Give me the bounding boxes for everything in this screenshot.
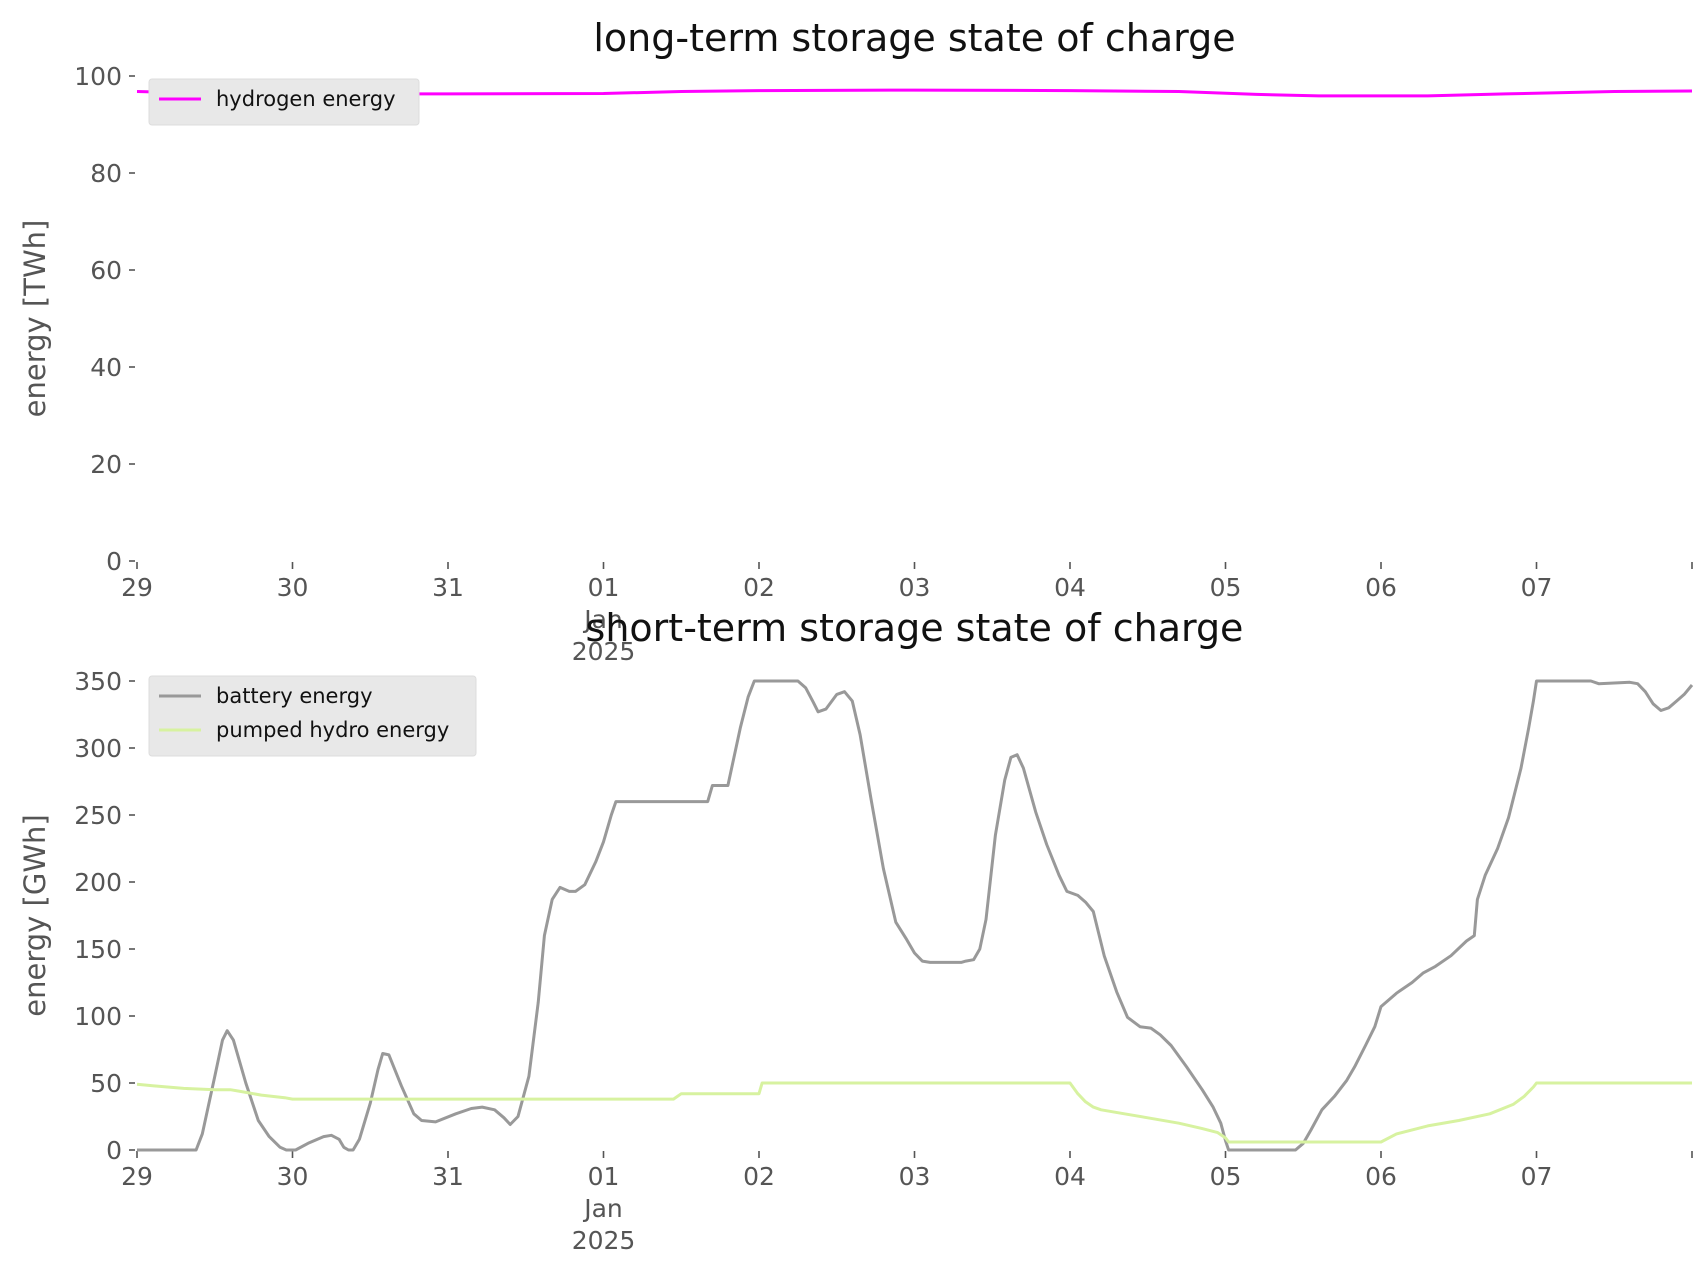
legend-box bbox=[148, 675, 477, 757]
y-tick-label: 250 bbox=[74, 801, 122, 830]
x-tick-label: 03 bbox=[899, 573, 931, 602]
x-tick-label-line: Jan bbox=[582, 605, 623, 634]
y-axis-label: energy [TWh] bbox=[18, 220, 52, 418]
y-tick-label: 60 bbox=[90, 256, 122, 285]
x-tick-label-line: 04 bbox=[1054, 1162, 1086, 1191]
x-tick-label: 07 bbox=[1521, 1162, 1553, 1191]
legend-box bbox=[148, 78, 420, 126]
x-tick-label: 05 bbox=[1210, 1162, 1242, 1191]
chart-title: long-term storage state of charge bbox=[593, 16, 1235, 60]
x-tick-label-line: 30 bbox=[277, 573, 309, 602]
y-tick-label: 300 bbox=[74, 734, 122, 763]
y-tick-label: 40 bbox=[90, 353, 122, 382]
series-line bbox=[136, 1081, 1692, 1144]
x-tick-label: 01 Jan 2025 bbox=[572, 1162, 636, 1255]
x-tick-label: 06 bbox=[1365, 573, 1397, 602]
x-tick-label-line: 02 bbox=[743, 573, 775, 602]
x-tick-label: 30 bbox=[277, 573, 309, 602]
x-tick-label: 02 bbox=[743, 1162, 775, 1191]
x-tick-label-line: 07 bbox=[1521, 573, 1553, 602]
y-tick-label: 150 bbox=[74, 935, 122, 964]
x-tick-label-line: 01 bbox=[588, 1162, 620, 1191]
x-tick-label: 04 bbox=[1054, 573, 1086, 602]
y-tick-label: 0 bbox=[106, 547, 122, 576]
x-tick-label-line: 05 bbox=[1210, 573, 1242, 602]
y-tick-label: 50 bbox=[90, 1069, 122, 1098]
x-tick-label: 06 bbox=[1365, 1162, 1397, 1191]
y-tick-label: 80 bbox=[90, 159, 122, 188]
x-tick-label: 31 bbox=[432, 573, 464, 602]
x-tick-label-line: 30 bbox=[277, 1162, 309, 1191]
y-tick-label: 200 bbox=[74, 868, 122, 897]
x-tick-label-line: 06 bbox=[1365, 1162, 1397, 1191]
x-tick-label-line: 31 bbox=[432, 573, 464, 602]
chart-2: short-term storage state of charge050100… bbox=[18, 606, 1694, 1255]
legend-label: hydrogen energy bbox=[216, 87, 396, 111]
x-tick-label: 30 bbox=[277, 1162, 309, 1191]
y-tick-label: 100 bbox=[74, 1002, 122, 1031]
x-tick-label: 29 bbox=[121, 573, 153, 602]
x-tick-label: 03 bbox=[899, 1162, 931, 1191]
x-tick-label-line: 31 bbox=[432, 1162, 464, 1191]
x-tick-label-line: 03 bbox=[899, 1162, 931, 1191]
x-tick-label: 01 Jan 2025 bbox=[572, 573, 636, 666]
x-tick-label: 07 bbox=[1521, 573, 1553, 602]
x-tick-label-line: 03 bbox=[899, 573, 931, 602]
x-tick-label: 29 bbox=[121, 1162, 153, 1191]
x-tick-label-line: 29 bbox=[121, 1162, 153, 1191]
y-axis-label: energy [GWh] bbox=[18, 814, 52, 1016]
x-tick-label-line: Jan bbox=[582, 1194, 623, 1223]
x-tick-label-line: 2025 bbox=[572, 637, 636, 666]
y-tick-label: 350 bbox=[74, 667, 122, 696]
y-tick-label: 100 bbox=[74, 62, 122, 91]
y-tick-label: 0 bbox=[106, 1136, 122, 1165]
x-tick-label-line: 05 bbox=[1210, 1162, 1242, 1191]
x-tick-label-line: 04 bbox=[1054, 573, 1086, 602]
legend-label: battery energy bbox=[216, 684, 373, 708]
x-tick-label: 02 bbox=[743, 573, 775, 602]
x-tick-label-line: 01 bbox=[588, 573, 620, 602]
y-tick-label: 20 bbox=[90, 450, 122, 479]
x-tick-label: 04 bbox=[1054, 1162, 1086, 1191]
x-tick-label: 31 bbox=[432, 1162, 464, 1191]
series-line bbox=[137, 679, 1694, 1152]
chart-1: long-term storage state of charge0204060… bbox=[18, 16, 1693, 666]
x-tick-label-line: 02 bbox=[743, 1162, 775, 1191]
legend-label: pumped hydro energy bbox=[216, 718, 449, 742]
x-tick-label: 05 bbox=[1210, 573, 1242, 602]
x-tick-label-line: 29 bbox=[121, 573, 153, 602]
x-tick-label-line: 07 bbox=[1521, 1162, 1553, 1191]
x-tick-label-line: 2025 bbox=[572, 1226, 636, 1255]
chart-title: short-term storage state of charge bbox=[586, 606, 1244, 650]
x-tick-label-line: 06 bbox=[1365, 573, 1397, 602]
